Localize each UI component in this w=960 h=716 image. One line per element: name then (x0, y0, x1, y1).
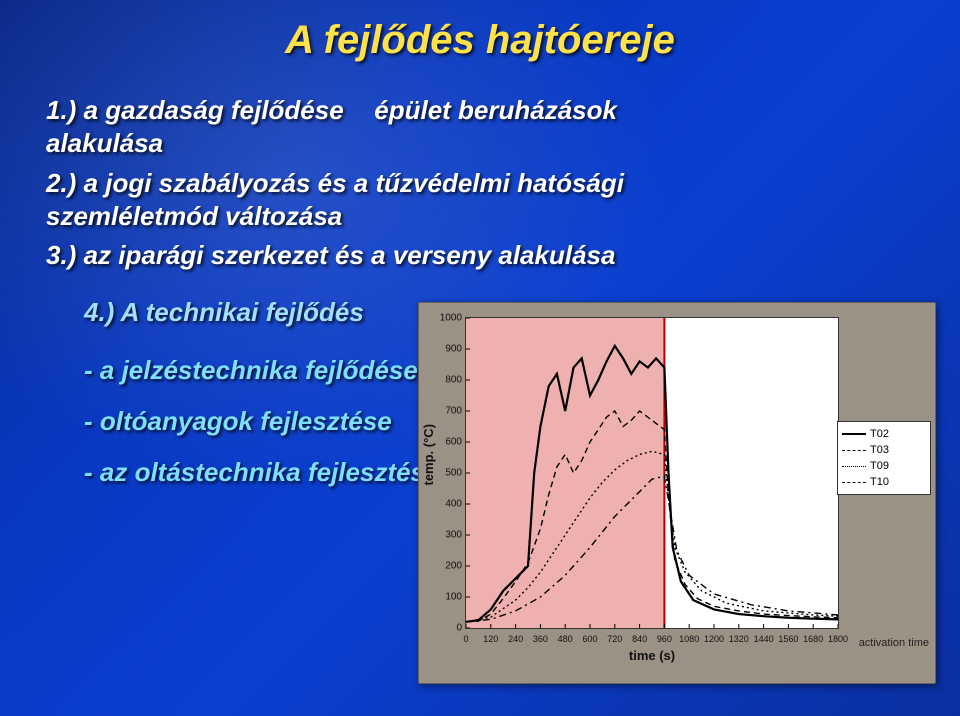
y-tick: 300 (432, 530, 462, 541)
chart-svg (466, 318, 838, 628)
y-tick: 100 (432, 592, 462, 603)
x-tick: 1080 (679, 634, 699, 644)
activation-label: activation time (859, 637, 929, 649)
x-tick: 960 (657, 634, 672, 644)
x-tick: 1320 (729, 634, 749, 644)
x-tick: 1680 (803, 634, 823, 644)
x-tick: 600 (582, 634, 597, 644)
legend-item: T03 (842, 442, 926, 458)
x-tick: 1200 (704, 634, 724, 644)
y-tick: 500 (432, 468, 462, 479)
y-tick: 0 (432, 623, 462, 634)
chart-legend: T02T03T09T10 (837, 421, 931, 495)
x-tick: 360 (533, 634, 548, 644)
legend-item: T02 (842, 426, 926, 442)
x-tick: 0 (463, 634, 468, 644)
bullet-3: 3.) az iparági szerkezet és a verseny al… (46, 239, 914, 272)
y-tick: 600 (432, 437, 462, 448)
x-tick: 720 (607, 634, 622, 644)
y-tick: 1000 (432, 313, 462, 324)
y-tick: 900 (432, 344, 462, 355)
y-axis-label: temp. (°C) (421, 424, 436, 486)
bullet-2a: 2.) a jogi szabályozás és a tűzvédelmi h… (46, 167, 914, 200)
y-tick: 400 (432, 499, 462, 510)
legend-item: T10 (842, 474, 926, 490)
legend-item: T09 (842, 458, 926, 474)
x-tick: 120 (483, 634, 498, 644)
slide: A fejlődés hajtóereje 1.) a gazdaság fej… (0, 0, 960, 716)
x-tick: 1560 (778, 634, 798, 644)
x-tick: 1800 (828, 634, 848, 644)
temperature-chart: 0 100 200 300 400 500 600 700 800 900 1000 0 120 240… (418, 302, 936, 684)
x-tick: 480 (558, 634, 573, 644)
bullet-1c: alakulása (46, 127, 914, 160)
slide-title: A fejlődés hajtóereje (0, 18, 960, 63)
x-tick: 240 (508, 634, 523, 644)
bullet-3-text: 3.) az iparági szerkezet és a verseny al… (46, 239, 914, 272)
bullet-1b: épület beruházások (374, 95, 617, 125)
bullet-2b: szemléletmód változása (46, 200, 914, 233)
x-tick: 840 (632, 634, 647, 644)
y-tick: 200 (432, 561, 462, 572)
bullet-1a: 1.) a gazdaság fejlődése (46, 95, 344, 125)
y-tick: 700 (432, 406, 462, 417)
y-tick: 800 (432, 375, 462, 386)
x-axis-label: time (s) (465, 648, 839, 663)
x-tick: 1440 (754, 634, 774, 644)
bullet-2: 2.) a jogi szabályozás és a tűzvédelmi h… (46, 167, 914, 234)
chart-plot-area: 01002003004005006007008009001000 0120240… (465, 317, 839, 629)
bullet-1: 1.) a gazdaság fejlődése épület beruházá… (46, 94, 914, 161)
